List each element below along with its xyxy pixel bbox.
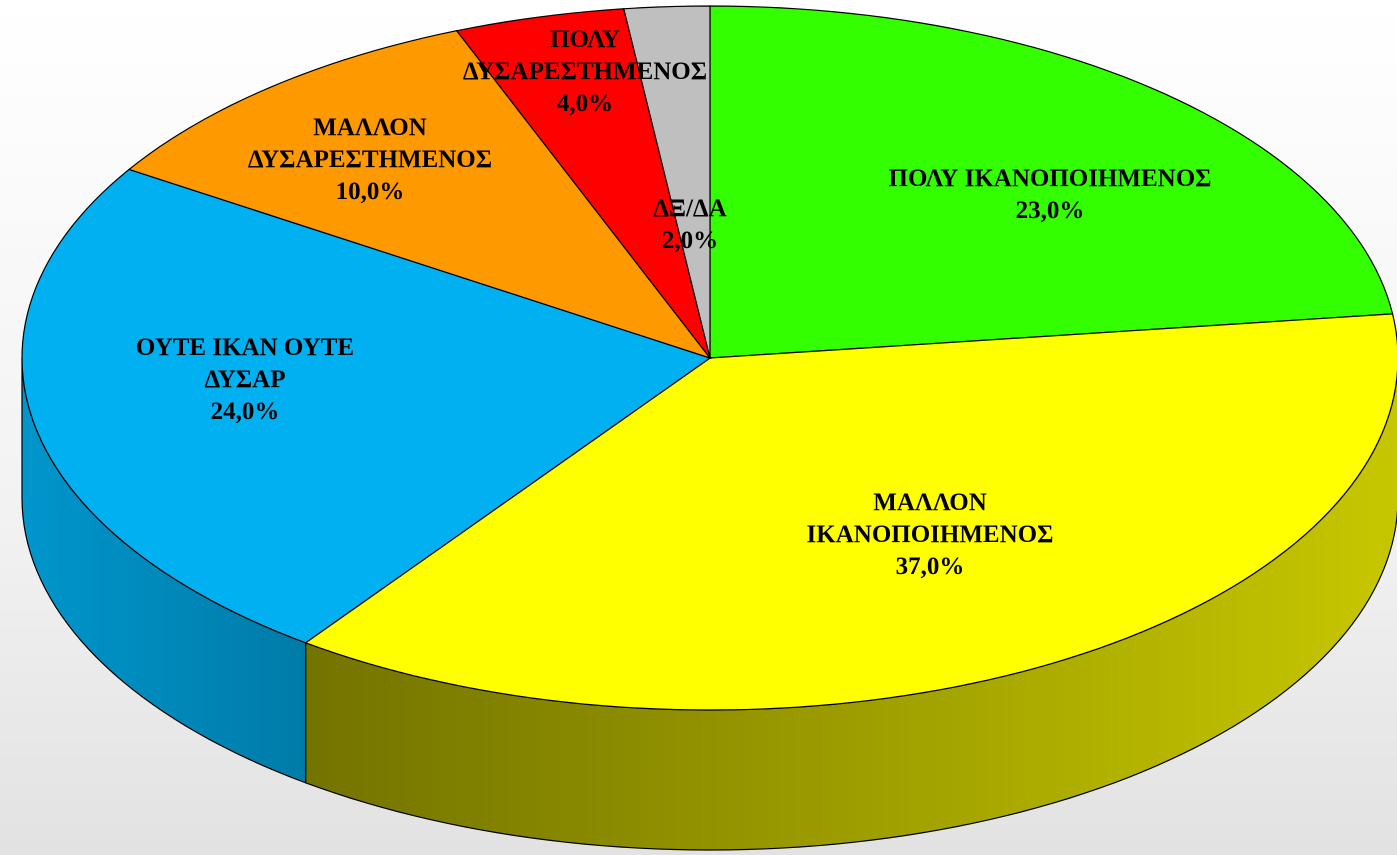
value-label: 23,0%	[1015, 197, 1085, 224]
slice-label: ΜΑΛΛΟΝ ΙΚΑΝΟΠΟΙΗΜΕΝΟΣ 37,0%	[760, 487, 1100, 583]
category-label: ΜΑΛΛΟΝ ΔΥΣΑΡΕΣΤΗΜΕΝΟΣ	[247, 114, 493, 173]
value-label: 10,0%	[335, 178, 405, 205]
slice-label: ΟΥΤΕ ΙΚΑΝ ΟΥΤΕ ΔΥΣΑΡ 24,0%	[115, 332, 375, 428]
category-label: ΔΞ/ΔΑ	[653, 195, 727, 222]
pie-slice	[709, 5, 1394, 359]
value-label: 2,0%	[661, 227, 719, 254]
slice-label: ΔΞ/ΔΑ 2,0%	[630, 193, 750, 257]
category-label: ΟΥΤΕ ΙΚΑΝ ΟΥΤΕ ΔΥΣΑΡ	[135, 334, 355, 393]
slice-label: ΠΟΛΥ ΔΥΣΑΡΕΣΤΗΜΕΝΟΣ 4,0%	[435, 24, 735, 120]
value-label: 24,0%	[210, 398, 280, 425]
slice-label: ΠΟΛΥ ΙΚΑΝΟΠΟΙΗΜΕΝΟΣ 23,0%	[880, 163, 1220, 227]
slice-label: ΜΑΛΛΟΝ ΔΥΣΑΡΕΣΤΗΜΕΝΟΣ 10,0%	[200, 112, 540, 208]
value-label: 37,0%	[895, 553, 965, 580]
category-label: ΠΟΛΥ ΔΥΣΑΡΕΣΤΗΜΕΝΟΣ	[462, 26, 708, 85]
category-label: ΠΟΛΥ ΙΚΑΝΟΠΟΙΗΜΕΝΟΣ	[888, 165, 1212, 192]
value-label: 4,0%	[556, 90, 614, 117]
pie-slice	[127, 30, 712, 360]
pie-slice	[455, 8, 711, 359]
pie-slice	[623, 5, 711, 359]
pie-slice	[304, 313, 1397, 711]
pie-slice	[21, 168, 712, 644]
category-label: ΜΑΛΛΟΝ ΙΚΑΝΟΠΟΙΗΜΕΝΟΣ	[806, 489, 1054, 548]
